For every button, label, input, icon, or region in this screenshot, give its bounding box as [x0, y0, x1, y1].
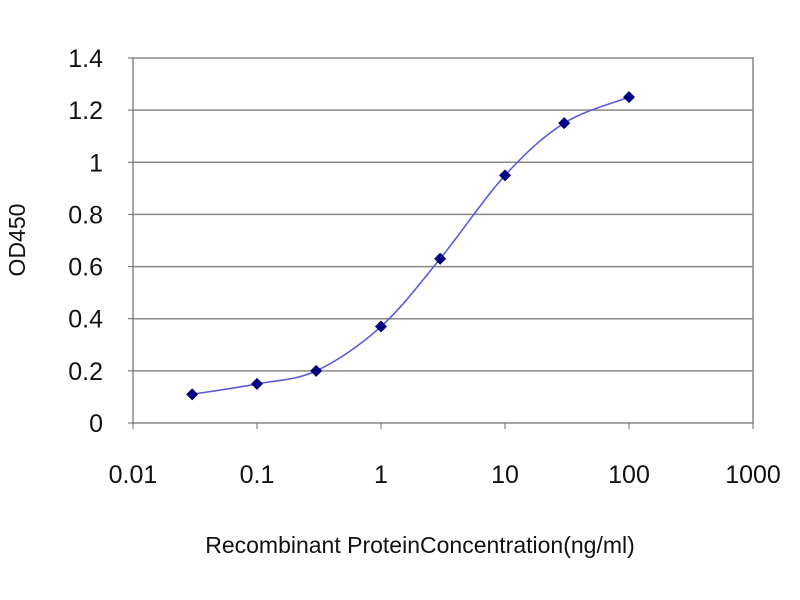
x-tick-label: 0.1	[240, 461, 275, 489]
x-tick-label: 1000	[725, 461, 781, 489]
data-point	[186, 388, 199, 401]
y-tick-label: 1	[89, 149, 103, 177]
data-point	[375, 320, 387, 333]
data-series	[186, 91, 635, 401]
plot-area	[132, 57, 754, 424]
y-tick-label: 0.2	[68, 358, 103, 386]
y-tick-label: 0.6	[68, 254, 103, 282]
data-point	[558, 117, 571, 130]
x-axis-title: Recombinant ProteinConcentration(ng/ml)	[205, 532, 635, 558]
gridlines	[133, 109, 753, 372]
data-point	[251, 377, 263, 390]
series-line	[192, 96, 630, 396]
data-point	[499, 169, 511, 182]
data-point	[310, 364, 323, 377]
y-tick-label: 0.8	[68, 201, 103, 229]
x-tick-label: 10	[491, 461, 519, 489]
y-axis-title: OD450	[4, 204, 30, 277]
y-tick-label: 1.2	[68, 97, 103, 125]
x-tick-label: 1	[374, 461, 388, 489]
data-point	[623, 91, 635, 104]
y-tick-label: 1.4	[68, 45, 103, 73]
x-tick-label: 0.01	[109, 461, 158, 489]
x-tick-label: 100	[608, 461, 650, 489]
axis-ticks: 0 0.2 0.4 0.6 0.8 1 1.2 1.4 0.01 0.1 1 10 100 1000	[68, 45, 781, 489]
data-point	[434, 252, 447, 265]
y-tick-label: 0.4	[68, 306, 103, 334]
y-tick-label: 0	[89, 410, 103, 438]
